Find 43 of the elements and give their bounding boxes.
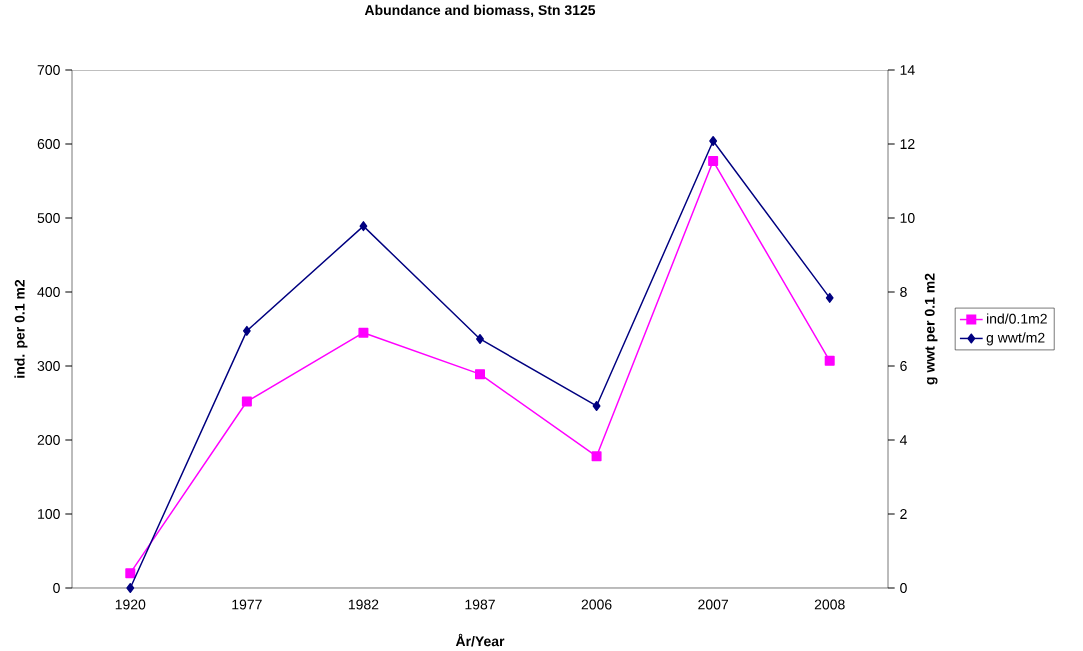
point [824, 355, 835, 366]
point [592, 400, 601, 411]
x-tick-label: 2007 [698, 599, 728, 610]
point [241, 396, 252, 407]
legend-label: g wwt/m2 [986, 332, 1045, 346]
x-tick-label: 1987 [465, 599, 495, 610]
x-tick-label: 2006 [581, 599, 612, 610]
point [474, 369, 486, 380]
y2-tick-label: 8 [900, 287, 907, 297]
x-axis-title: År/Year [455, 633, 505, 647]
chart-title: Abundance and biomass, Stn 3125 [364, 4, 596, 18]
y-tick-label: 400 [37, 287, 60, 297]
y2-tick-label: 14 [900, 65, 915, 75]
y-tick-label: 200 [37, 435, 60, 445]
point [709, 136, 718, 147]
point [242, 325, 251, 336]
y2-tick-label: 2 [900, 509, 907, 519]
point [476, 333, 484, 344]
y-tick-label: 700 [37, 65, 60, 75]
x-tick-label: 1977 [232, 599, 262, 610]
y2-tick-label: 6 [900, 361, 907, 371]
y-tick-label: 500 [37, 213, 60, 223]
point [591, 451, 602, 462]
y-tick-label: 0 [53, 583, 60, 593]
y-tick-label: 600 [37, 139, 60, 149]
point [359, 221, 368, 232]
y2-tick-label: 4 [899, 435, 907, 445]
y2-tick-label: 0 [900, 583, 907, 593]
y-tick-label: 300 [37, 361, 60, 371]
y2-tick-label: 10 [900, 213, 915, 223]
point [358, 327, 369, 338]
y-axis-title: ind. per 0.1 m2 [14, 279, 28, 378]
y2-tick-label: 12 [900, 139, 915, 149]
point [708, 155, 719, 166]
legend-label: ind/0.1m2 [987, 313, 1047, 324]
x-tick-label: 1982 [348, 599, 379, 610]
y-tick-label: 100 [38, 509, 60, 519]
y2-axis-title: g wwt per 0.1 m2 [924, 273, 938, 385]
x-tick-label: 2008 [814, 599, 845, 610]
x-tick-label: 1920 [115, 599, 146, 610]
point [825, 292, 834, 303]
point [125, 568, 136, 579]
point [126, 582, 135, 593]
